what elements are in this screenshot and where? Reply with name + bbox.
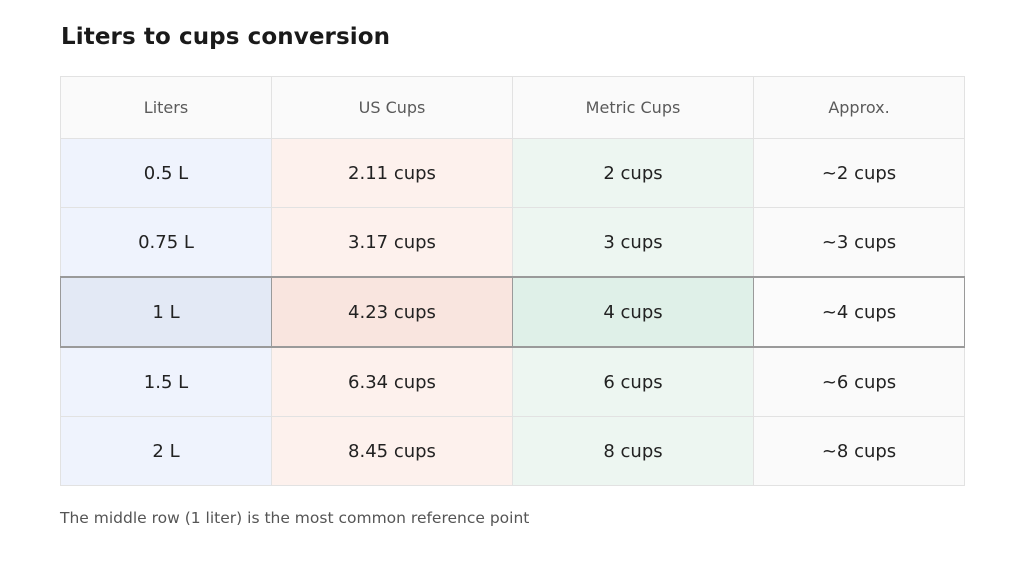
footnote: The middle row (1 liter) is the most com…	[60, 509, 530, 527]
cell-liters: 0.5 L	[60, 138, 272, 208]
page-title: Liters to cups conversion	[61, 24, 391, 50]
table-row: 2 L 8.45 cups 8 cups ~8 cups	[60, 416, 965, 486]
cell-liters: 1.5 L	[60, 346, 272, 417]
cell-metric-cups: 4 cups	[512, 276, 754, 348]
cell-liters: 0.75 L	[60, 207, 272, 278]
column-header-liters: Liters	[60, 76, 272, 139]
cell-us-cups: 8.45 cups	[271, 416, 513, 486]
cell-us-cups: 6.34 cups	[271, 346, 513, 417]
cell-us-cups: 2.11 cups	[271, 138, 513, 208]
cell-metric-cups: 8 cups	[512, 416, 754, 486]
cell-approx: ~4 cups	[753, 276, 965, 348]
cell-liters: 1 L	[60, 276, 272, 348]
cell-approx: ~2 cups	[753, 138, 965, 208]
table-row-highlighted: 1 L 4.23 cups 4 cups ~4 cups	[60, 276, 965, 348]
cell-us-cups: 4.23 cups	[271, 276, 513, 348]
cell-metric-cups: 2 cups	[512, 138, 754, 208]
cell-metric-cups: 6 cups	[512, 346, 754, 417]
cell-approx: ~3 cups	[753, 207, 965, 278]
table-row: 1.5 L 6.34 cups 6 cups ~6 cups	[60, 346, 965, 417]
cell-metric-cups: 3 cups	[512, 207, 754, 278]
cell-approx: ~6 cups	[753, 346, 965, 417]
cell-approx: ~8 cups	[753, 416, 965, 486]
column-header-metric-cups: Metric Cups	[512, 76, 754, 139]
table-row: 0.5 L 2.11 cups 2 cups ~2 cups	[60, 138, 965, 208]
table-row: 0.75 L 3.17 cups 3 cups ~3 cups	[60, 207, 965, 278]
conversion-table: Liters US Cups Metric Cups Approx. 0.5 L…	[60, 76, 965, 486]
cell-us-cups: 3.17 cups	[271, 207, 513, 278]
cell-liters: 2 L	[60, 416, 272, 486]
column-header-approx: Approx.	[753, 76, 965, 139]
column-header-us-cups: US Cups	[271, 76, 513, 139]
table-header-row: Liters US Cups Metric Cups Approx.	[60, 76, 965, 139]
